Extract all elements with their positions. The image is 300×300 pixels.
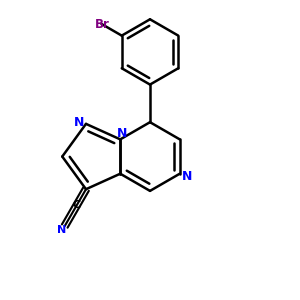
Text: C: C — [73, 200, 81, 210]
Text: Br: Br — [94, 18, 109, 31]
Text: N: N — [58, 225, 67, 235]
Text: N: N — [74, 116, 84, 129]
Text: N: N — [182, 170, 192, 184]
Text: N: N — [117, 127, 127, 140]
